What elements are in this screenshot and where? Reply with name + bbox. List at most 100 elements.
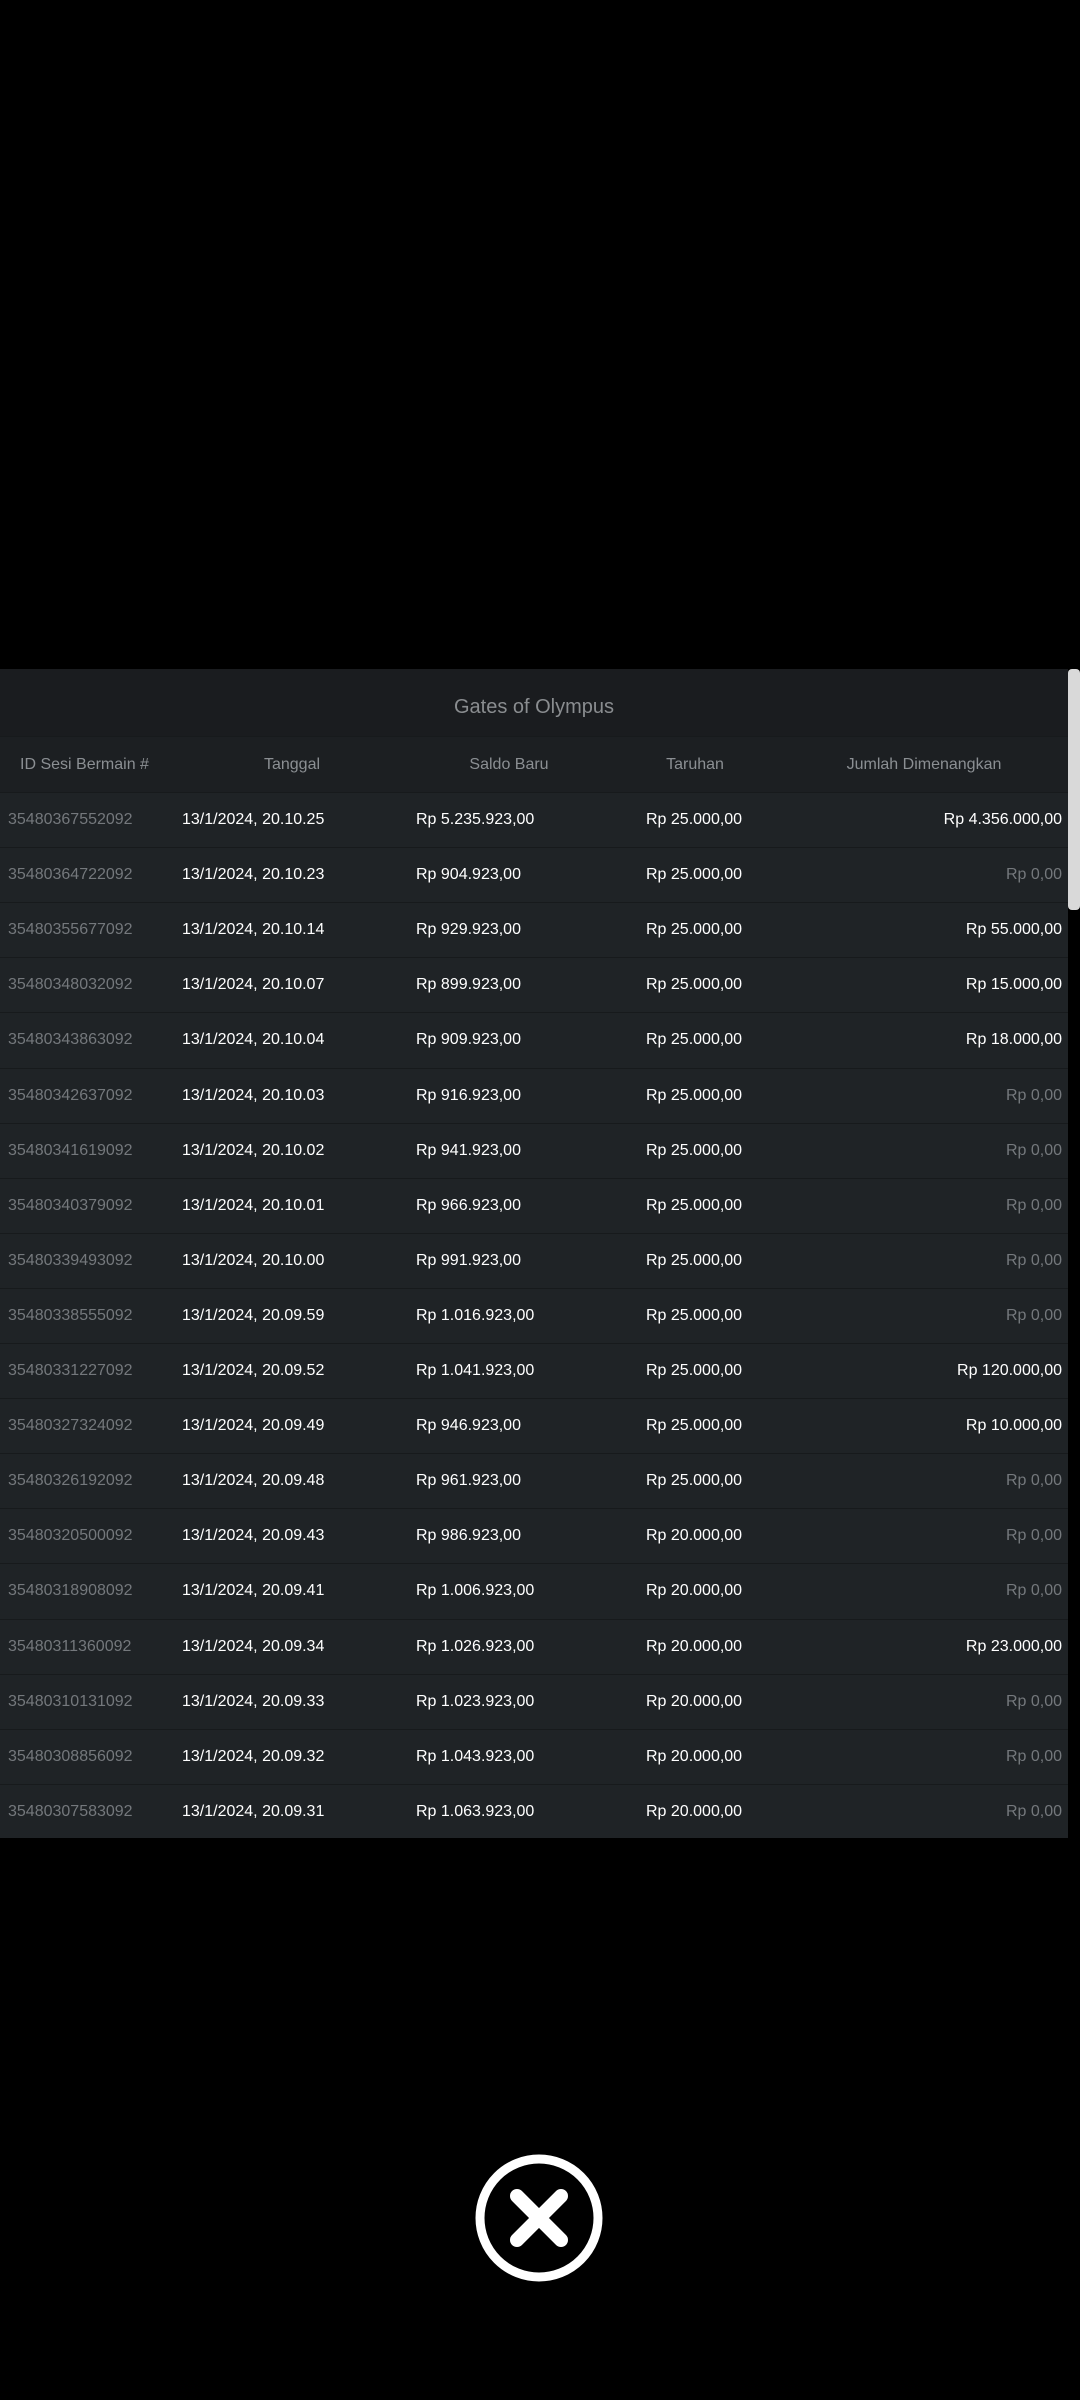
cell: Rp 20.000,00 [646, 1637, 743, 1655]
close-button[interactable] [475, 2154, 603, 2282]
header-row: ID Sesi Bermain # Tanggal Saldo Baru Taruha… [0, 736, 1068, 792]
cell: 13/1/2024, 20.09.33 [182, 1692, 325, 1710]
cell: Rp 0,00 [1005, 1692, 1062, 1710]
cell: 13/1/2024, 20.09.31 [182, 1802, 325, 1820]
table-row: 35480348032092 13/1/2024, 20.10.07 Rp 899.… [0, 957, 1068, 1012]
cell: Rp 0,00 [1005, 1086, 1062, 1104]
cell: 13/1/2024, 20.09.41 [182, 1582, 325, 1600]
cell: Rp 986.923,00 [416, 1527, 521, 1545]
cell: Rp 25.000,00 [646, 1086, 743, 1104]
cell: 35480355677092 [8, 921, 133, 939]
cell: Rp 20.000,00 [646, 1582, 743, 1600]
cell: Rp 120.000,00 [957, 1362, 1062, 1379]
table-row: 35480310131092 13/1/2024, 20.09.33 Rp 1.02… [0, 1673, 1068, 1729]
cell: Rp 10.000,00 [965, 1417, 1062, 1435]
cell: Rp 0,00 [1005, 1141, 1062, 1159]
cell: 35480342637092 [8, 1086, 133, 1104]
scrollbar[interactable] [1068, 669, 1080, 910]
cell: 13/1/2024, 20.10.02 [182, 1141, 325, 1159]
cell: Rp 1.026.923,00 [416, 1637, 535, 1655]
table-row: 35480341619092 13/1/2024, 20.10.02 Rp 941.… [0, 1122, 1068, 1178]
cell: 13/1/2024, 20.09.34 [182, 1637, 325, 1655]
cell: 35480307583092 [8, 1802, 133, 1820]
table-row: 35480355677092 13/1/2024, 20.10.14 Rp 929.… [0, 902, 1068, 957]
cell: Rp 916.923,00 [416, 1086, 521, 1104]
cell: 35480339493092 [8, 1251, 133, 1269]
cell: Rp 1.041.923,00 [416, 1362, 535, 1379]
table-row: 35480311360092 13/1/2024, 20.09.34 Rp 1.02… [0, 1618, 1068, 1674]
cell: 13/1/2024, 20.09.48 [182, 1472, 325, 1490]
cell: 13/1/2024, 20.10.01 [182, 1196, 325, 1214]
cell: 35480318908092 [8, 1582, 133, 1600]
table-row: 35480338555092 13/1/2024, 20.09.59 Rp 1.01… [0, 1287, 1068, 1343]
cell: Rp 904.923,00 [416, 866, 521, 884]
cell: Rp 25.000,00 [646, 1031, 743, 1049]
cell: 35480348032092 [8, 976, 133, 994]
cell: 13/1/2024, 20.10.07 [182, 976, 325, 994]
cell: 35480327324092 [8, 1417, 133, 1435]
cell: 35480367552092 [8, 811, 133, 828]
table-row: 35480342637092 13/1/2024, 20.10.03 Rp 916.… [0, 1067, 1068, 1123]
cell: Rp 909.923,00 [416, 1031, 521, 1049]
cell: Rp 20.000,00 [646, 1747, 743, 1765]
cell: 35480310131092 [8, 1692, 133, 1710]
cell: Rp 25.000,00 [646, 811, 743, 828]
cell: 35480320500092 [8, 1527, 133, 1545]
cell: Rp 1.063.923,00 [416, 1802, 535, 1820]
cell: Rp 5.235.923,00 [416, 811, 535, 828]
table-row: 35480327324092 13/1/2024, 20.09.49 Rp 946.… [0, 1398, 1068, 1453]
cell: Rp 1.043.923,00 [416, 1747, 535, 1765]
cell: 35480364722092 [8, 866, 133, 884]
cell: 35480331227092 [8, 1362, 133, 1379]
cell: Rp 25.000,00 [646, 976, 743, 994]
cell: Rp 25.000,00 [646, 1417, 743, 1435]
cell: Rp 4.356.000,00 [943, 811, 1062, 828]
cell: Rp 25.000,00 [646, 1196, 743, 1214]
cell: 35480326192092 [8, 1472, 133, 1490]
cell: 35480311360092 [8, 1637, 132, 1655]
cell: 35480340379092 [8, 1196, 133, 1214]
cell: 13/1/2024, 20.10.04 [182, 1031, 325, 1049]
cell: Rp 966.923,00 [416, 1196, 521, 1214]
cell: Taruhan [666, 756, 724, 773]
cell: Rp 0,00 [1005, 1196, 1062, 1214]
cell: 13/1/2024, 20.09.52 [182, 1362, 325, 1379]
table-row: 35480308856092 13/1/2024, 20.09.32 Rp 1.04… [0, 1728, 1068, 1784]
cell: 13/1/2024, 20.09.59 [182, 1306, 325, 1324]
cell: 35480343863092 [8, 1031, 133, 1049]
cell: Rp 946.923,00 [416, 1417, 521, 1435]
cell: Rp 0,00 [1005, 1306, 1062, 1324]
cell: Rp 18.000,00 [965, 1031, 1062, 1049]
table-row: 35480364722092 13/1/2024, 20.10.23 Rp 904.… [0, 847, 1068, 902]
cell: 35480341619092 [8, 1141, 133, 1159]
table-row: 35480326192092 13/1/2024, 20.09.48 Rp 961.… [0, 1453, 1068, 1508]
cell: 13/1/2024, 20.10.25 [182, 811, 325, 828]
cell: Rp 0,00 [1005, 1802, 1062, 1820]
cell: 13/1/2024, 20.09.49 [182, 1417, 325, 1435]
table-row: 35480339493092 13/1/2024, 20.10.00 Rp 991.… [0, 1232, 1068, 1288]
cell: 13/1/2024, 20.09.43 [182, 1527, 325, 1545]
cell: Rp 0,00 [1005, 1747, 1062, 1765]
cell: Rp 1.006.923,00 [416, 1582, 535, 1600]
cell: 35480308856092 [8, 1747, 133, 1765]
cell: Saldo Baru [469, 756, 549, 773]
cell: Rp 961.923,00 [416, 1472, 521, 1490]
history-panel [0, 669, 1068, 1838]
cell: Jumlah Dimenangkan [846, 756, 1002, 773]
cell: Rp 25.000,00 [646, 921, 743, 939]
cell: 13/1/2024, 20.10.03 [182, 1086, 325, 1104]
cell: Rp 25.000,00 [646, 1472, 743, 1490]
table-row: 35480318908092 13/1/2024, 20.09.41 Rp 1.00… [0, 1563, 1068, 1618]
cell: Rp 25.000,00 [646, 1362, 743, 1379]
cell: Rp 0,00 [1005, 1251, 1062, 1269]
cell: Rp 55.000,00 [965, 921, 1062, 939]
cell: Rp 1.023.923,00 [416, 1692, 535, 1710]
cell: Rp 991.923,00 [416, 1251, 521, 1269]
table-row: 35480340379092 13/1/2024, 20.10.01 Rp 966.… [0, 1177, 1068, 1233]
cell: Rp 15.000,00 [965, 976, 1062, 994]
cell: Rp 20.000,00 [646, 1692, 743, 1710]
table-row: 35480307583092 13/1/2024, 20.09.31 Rp 1.06… [0, 1783, 1068, 1839]
cell: 13/1/2024, 20.10.14 [182, 921, 325, 939]
cell: Rp 20.000,00 [646, 1527, 743, 1545]
cell: Rp 20.000,00 [646, 1802, 743, 1820]
